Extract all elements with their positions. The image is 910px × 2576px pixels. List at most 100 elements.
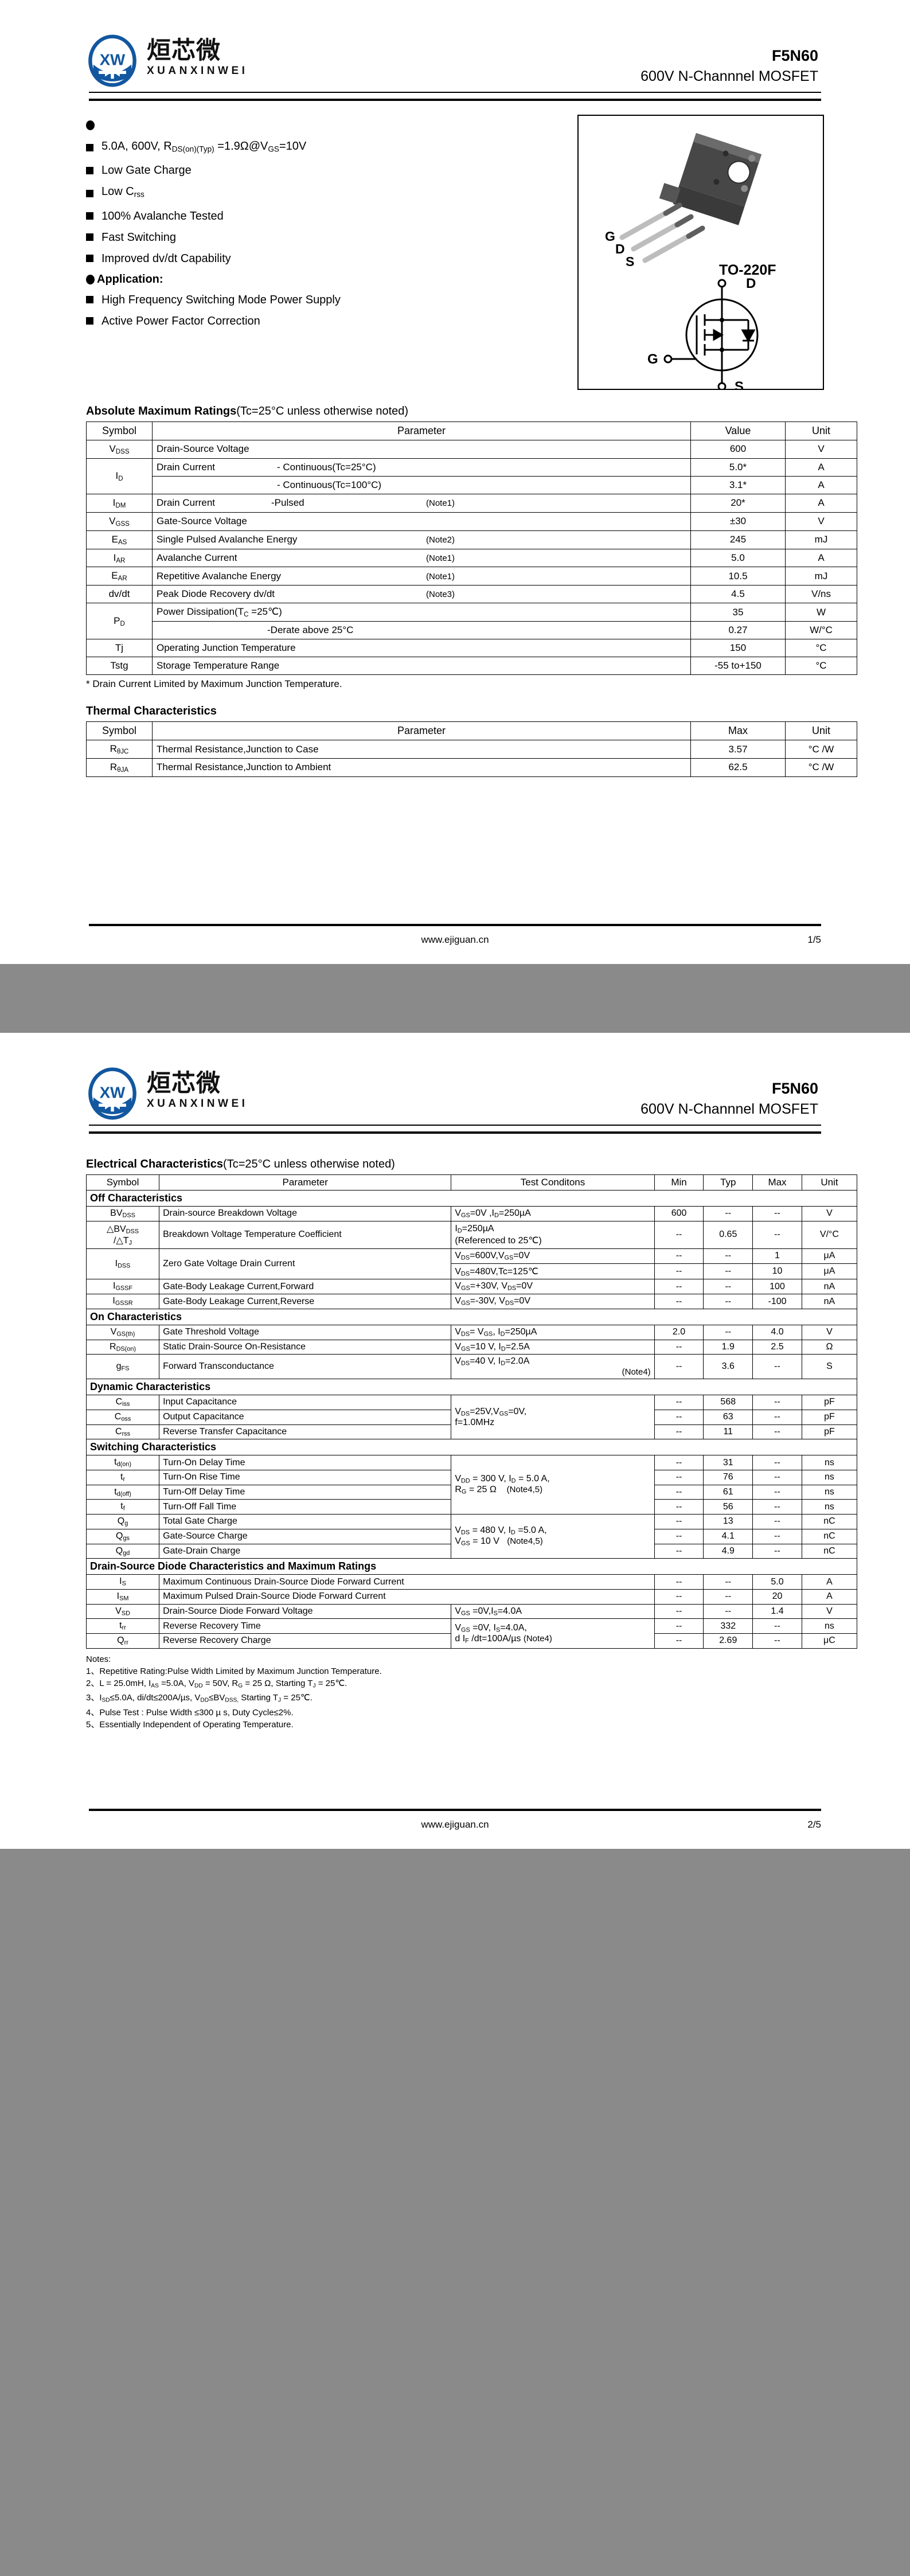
cell-typ: 56 xyxy=(703,1499,753,1515)
cell-max: 1.4 xyxy=(752,1603,802,1619)
cell-max: -- xyxy=(752,1633,802,1649)
cell-unit: mJ xyxy=(785,530,857,549)
page-header: XW 烜芯微 XUANXINWEI F5N60 600V N-Channnel … xyxy=(69,1067,841,1120)
cell-unit: pF xyxy=(801,1424,858,1440)
footer-rule xyxy=(89,1808,821,1811)
abs-max-title-bold: Absolute Maximum Ratings xyxy=(86,405,237,417)
brand-name-cn: 烜芯微 xyxy=(147,36,221,64)
cell-max: -- xyxy=(752,1395,802,1410)
cell-symbol: trr xyxy=(85,1618,160,1634)
note-item-2: 2、L = 25.0mH, IAS =5.0A, VDD = 50V, RG =… xyxy=(86,1678,347,1689)
page-2: XW 烜芯微 XUANXINWEI F5N60 600V N-Channnel … xyxy=(0,1032,910,1849)
xuanxinwei-logo-icon: XW xyxy=(86,34,139,87)
page-2-footer: 2/5 www.ejiguan.cn xyxy=(69,1808,841,1830)
cell-parameter: Zero Gate Voltage Drain Current xyxy=(159,1248,452,1280)
table-row: Qrr Reverse Recovery Charge -- 2.69 -- μ… xyxy=(85,1633,858,1649)
cell-max: -- xyxy=(752,1484,802,1500)
cell-min: -- xyxy=(654,1248,704,1264)
cell-symbol: RθJA xyxy=(86,758,153,777)
electrical-title-norm: (Tc=25°C unless otherwise noted) xyxy=(223,1157,395,1170)
cell-symbol: IAR xyxy=(86,548,153,568)
package-name: TO-220F xyxy=(719,262,776,278)
square-bullet-icon xyxy=(86,166,93,174)
cell-test-condition: VDS = 480 V, ID =5.0 A, VGS = 10 V (Note4… xyxy=(451,1514,655,1559)
electrical-title-bold: Electrical Characteristics xyxy=(86,1157,224,1170)
cell-parameter: Gate Threshold Voltage xyxy=(159,1324,452,1340)
cell-unit: ns xyxy=(801,1499,858,1515)
cell-unit: μA xyxy=(801,1248,858,1264)
cell-parameter: Maximum Pulsed Drain-Source Diode Forwar… xyxy=(159,1588,655,1605)
cell-unit: nA xyxy=(801,1294,858,1309)
part-subtitle: 600V N-Channnel MOSFET xyxy=(640,1100,818,1117)
square-bullet-icon xyxy=(86,317,93,325)
cell-symbol: tf xyxy=(85,1499,160,1515)
cell-symbol: EAS xyxy=(86,530,153,549)
cell-value: 5.0* xyxy=(690,458,786,477)
xuanxinwei-logo-icon: XW xyxy=(86,1067,139,1120)
cell-unit: ns xyxy=(801,1469,858,1485)
cell-parameter: Operating Junction Temperature xyxy=(152,639,691,658)
cell-symbol: dv/dt xyxy=(86,585,153,604)
cell-test-condition: VDD = 300 V, ID = 5.0 A, RG = 25 Ω (Note4… xyxy=(451,1455,655,1515)
cell-symbol: Tj xyxy=(86,639,153,658)
cell-value: 5.0 xyxy=(690,548,786,568)
cell-unit: V xyxy=(801,1324,858,1340)
cell-value: 4.5 xyxy=(690,585,786,604)
table-row: PD Power Dissipation(TC =25℃) 35 W xyxy=(86,603,857,640)
cell-unit: pF xyxy=(801,1409,858,1425)
features-bullet-dot xyxy=(86,120,482,130)
cell-typ: 3.6 xyxy=(703,1354,753,1380)
cell-unit: °C xyxy=(785,639,857,658)
cell-value: 3.1* xyxy=(690,475,786,494)
square-bullet-icon xyxy=(86,212,93,220)
col-max: Max xyxy=(752,1174,802,1191)
cell-max: -- xyxy=(752,1499,802,1515)
cell-symbol: EAR xyxy=(86,567,153,586)
cell-min: -- xyxy=(654,1455,704,1470)
table-row: td(on) Turn-On Delay Time VDD = 300 V, I… xyxy=(85,1455,858,1515)
col-min: Min xyxy=(654,1174,704,1191)
cell-unit: V xyxy=(801,1205,858,1221)
cell-symbol: VGSS xyxy=(86,512,153,531)
cell-unit: °C /W xyxy=(785,740,857,759)
cell-parameter: Reverse Transfer Capacitance xyxy=(159,1424,452,1440)
cell-parameter: Forward Transconductance xyxy=(159,1354,452,1380)
application-item-0: High Frequency Switching Mode Power Supp… xyxy=(86,293,482,307)
cell-max: 10 xyxy=(752,1263,802,1280)
cell-value: 245 xyxy=(690,530,786,549)
cell-symbol: Qg xyxy=(85,1514,160,1529)
cell-parameter: Power Dissipation(TC =25℃) xyxy=(152,603,691,622)
cell-parameter: Reverse Recovery Charge xyxy=(159,1633,452,1649)
footer-url[interactable]: www.ejiguan.cn xyxy=(421,934,489,945)
col-parameter: Parameter xyxy=(159,1174,452,1191)
abs-max-section-title: Absolute Maximum Ratings(Tc=25°C unless … xyxy=(86,405,841,418)
cell-typ: 568 xyxy=(703,1395,753,1410)
part-subtitle: 600V N-Channnel MOSFET xyxy=(640,68,818,84)
pin-label-s: S xyxy=(626,254,634,269)
cell-parameter: Thermal Resistance,Junction to Case xyxy=(152,740,691,759)
notes-heading: Notes: xyxy=(86,1654,111,1664)
header-rule-thin xyxy=(89,1124,821,1126)
cell-test-condition: VDS=40 V, ID=2.0A (Note4) xyxy=(451,1354,655,1380)
cell-max: -- xyxy=(752,1205,802,1221)
table-row: VGS(th) Gate Threshold Voltage VDS= VGS,… xyxy=(85,1324,858,1340)
cell-parameter: Turn-Off Fall Time xyxy=(159,1499,452,1515)
thermal-section-title: Thermal Characteristics xyxy=(86,705,217,718)
cell-min: -- xyxy=(654,1528,704,1544)
symbol-label-s: S xyxy=(735,379,744,389)
footer-url[interactable]: www.ejiguan.cn xyxy=(421,1818,489,1830)
page-1: XW 烜芯微 XUANXINWEI F5N60 600V N-Channnel … xyxy=(0,0,910,964)
col-test-conditions: Test Conditons xyxy=(451,1174,655,1191)
cell-typ: -- xyxy=(703,1324,753,1340)
col-unit: Unit xyxy=(801,1174,858,1191)
cell-parameter: Output Capacitance xyxy=(159,1409,452,1425)
header-rule-thin xyxy=(89,92,821,93)
note-item-1: 1、Repetitive Rating:Pulse Width Limited … xyxy=(86,1666,382,1676)
cell-unit: nC xyxy=(801,1528,858,1544)
col-unit: Unit xyxy=(785,421,857,440)
cell-symbol: Qgd xyxy=(85,1543,160,1559)
feature-item-0: 5.0A, 600V, RDS(on)(Typ) =1.9Ω@VGS=10V xyxy=(86,139,482,156)
cell-min: -- xyxy=(654,1424,704,1440)
cell-min: -- xyxy=(654,1220,704,1250)
application-heading: Application: xyxy=(86,273,482,286)
